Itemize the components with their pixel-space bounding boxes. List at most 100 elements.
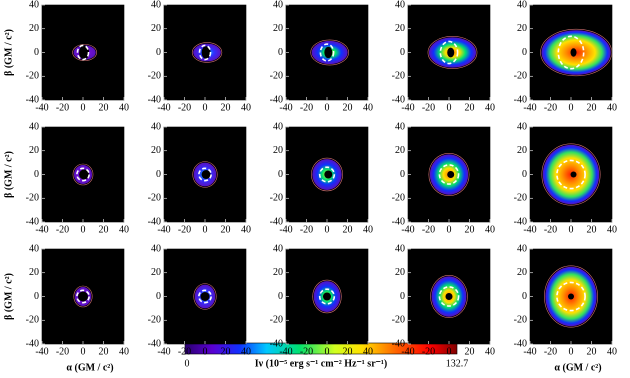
shadow bbox=[447, 47, 455, 58]
y-tick-label: 20 bbox=[29, 145, 39, 156]
y-tick-label: -40 bbox=[148, 94, 161, 105]
y-tick-label: 40 bbox=[151, 121, 161, 132]
y-tick-label: -20 bbox=[392, 315, 405, 326]
y-tick-label: -20 bbox=[270, 71, 283, 82]
y-tick-label: 20 bbox=[151, 267, 161, 278]
photon-ring bbox=[76, 167, 90, 182]
y-tick-label: 0 bbox=[34, 47, 39, 58]
x-tick-label: 20 bbox=[221, 102, 231, 113]
x-tick-label: 20 bbox=[221, 224, 231, 235]
y-tick-label: 40 bbox=[273, 243, 283, 254]
y-tick-label: -40 bbox=[26, 216, 39, 227]
x-tick-label: 20 bbox=[99, 224, 109, 235]
y-tick-label: -40 bbox=[392, 216, 405, 227]
y-tick-label: -40 bbox=[148, 216, 161, 227]
emission-halo bbox=[72, 44, 98, 61]
y-tick-label: 40 bbox=[517, 243, 527, 254]
x-tick-label: -20 bbox=[422, 224, 435, 235]
shadow bbox=[78, 291, 88, 302]
x-tick-label: 40 bbox=[241, 224, 251, 235]
x-tick-label: 40 bbox=[485, 224, 495, 235]
y-tick-label: -40 bbox=[270, 216, 283, 227]
x-tick-label: -20 bbox=[544, 102, 557, 113]
y-tick-label: -20 bbox=[148, 315, 161, 326]
x-tick-label: 40 bbox=[119, 102, 129, 113]
photon-ring bbox=[438, 286, 460, 307]
photon-ring bbox=[556, 159, 586, 190]
photon-ring bbox=[319, 43, 335, 62]
y-tick-label: 20 bbox=[273, 145, 283, 156]
shadow bbox=[447, 171, 455, 178]
photon-ring bbox=[556, 281, 586, 312]
y-tick-label: 40 bbox=[395, 121, 405, 132]
y-axis-label: β (GM / c²) bbox=[3, 151, 14, 198]
emission-halo bbox=[73, 285, 93, 308]
x-tick-label: -40 bbox=[157, 346, 170, 357]
x-tick-label: -20 bbox=[422, 346, 435, 357]
y-tick-label: 20 bbox=[395, 23, 405, 34]
x-tick-label: 40 bbox=[119, 224, 129, 235]
y-tick-label: 0 bbox=[522, 47, 527, 58]
shadow bbox=[201, 46, 211, 59]
x-tick-label: -40 bbox=[523, 346, 536, 357]
photon-ring bbox=[557, 35, 585, 70]
x-tick-label: -40 bbox=[523, 224, 536, 235]
emission-halo bbox=[428, 153, 470, 196]
y-tick-label: -20 bbox=[148, 193, 161, 204]
y-tick-label: 20 bbox=[395, 145, 405, 156]
x-tick-label: 0 bbox=[569, 224, 574, 235]
y-tick-label: 0 bbox=[400, 47, 405, 58]
x-tick-label: 40 bbox=[607, 224, 617, 235]
y-tick-label: 40 bbox=[517, 0, 527, 10]
x-tick-label: 0 bbox=[447, 346, 452, 357]
x-tick-label: 40 bbox=[119, 346, 129, 357]
x-tick-label: 20 bbox=[343, 102, 353, 113]
x-tick-label: 0 bbox=[569, 102, 574, 113]
photon-ring bbox=[76, 289, 90, 304]
y-tick-label: -20 bbox=[514, 315, 527, 326]
emission-halo bbox=[427, 36, 478, 69]
shadow bbox=[323, 292, 331, 301]
y-tick-label: -20 bbox=[26, 315, 39, 326]
photon-ring bbox=[318, 166, 336, 183]
y-tick-label: -40 bbox=[514, 338, 527, 349]
x-tick-label: 40 bbox=[363, 224, 373, 235]
y-tick-label: 40 bbox=[517, 121, 527, 132]
x-tick-label: 20 bbox=[99, 102, 109, 113]
y-tick-label: -20 bbox=[514, 71, 527, 82]
y-tick-label: -20 bbox=[270, 193, 283, 204]
y-tick-label: 20 bbox=[517, 23, 527, 34]
emission-halo bbox=[312, 279, 342, 314]
y-tick-label: -40 bbox=[514, 216, 527, 227]
shadow bbox=[570, 171, 577, 178]
emission-halo bbox=[193, 283, 217, 310]
x-tick-label: 20 bbox=[587, 102, 597, 113]
emission-halo bbox=[541, 143, 601, 206]
photon-ring bbox=[198, 289, 212, 304]
y-tick-label: 40 bbox=[29, 0, 39, 10]
y-tick-label: 40 bbox=[273, 0, 283, 10]
x-tick-label: 20 bbox=[343, 224, 353, 235]
x-tick-label: 20 bbox=[99, 346, 109, 357]
y-tick-label: 0 bbox=[278, 169, 283, 180]
x-tick-label: -40 bbox=[523, 102, 536, 113]
x-tick-label: 0 bbox=[569, 346, 574, 357]
y-tick-label: 0 bbox=[34, 169, 39, 180]
x-tick-label: 0 bbox=[81, 224, 86, 235]
y-tick-label: 0 bbox=[34, 291, 39, 302]
y-tick-label: 40 bbox=[151, 0, 161, 10]
x-tick-label: -20 bbox=[178, 224, 191, 235]
y-tick-label: 20 bbox=[29, 23, 39, 34]
x-tick-label: -20 bbox=[178, 346, 191, 357]
photon-ring bbox=[318, 288, 336, 305]
y-tick-label: 20 bbox=[517, 267, 527, 278]
x-tick-label: -20 bbox=[544, 224, 557, 235]
colorbar-max: 132.7 bbox=[446, 358, 469, 369]
y-tick-label: 0 bbox=[156, 169, 161, 180]
y-tick-label: 0 bbox=[156, 47, 161, 58]
x-axis-label: α (GM / c²) bbox=[554, 362, 601, 373]
x-tick-label: -40 bbox=[279, 346, 292, 357]
x-tick-label: -20 bbox=[300, 224, 313, 235]
x-tick-label: 0 bbox=[81, 102, 86, 113]
x-tick-label: -20 bbox=[56, 224, 69, 235]
